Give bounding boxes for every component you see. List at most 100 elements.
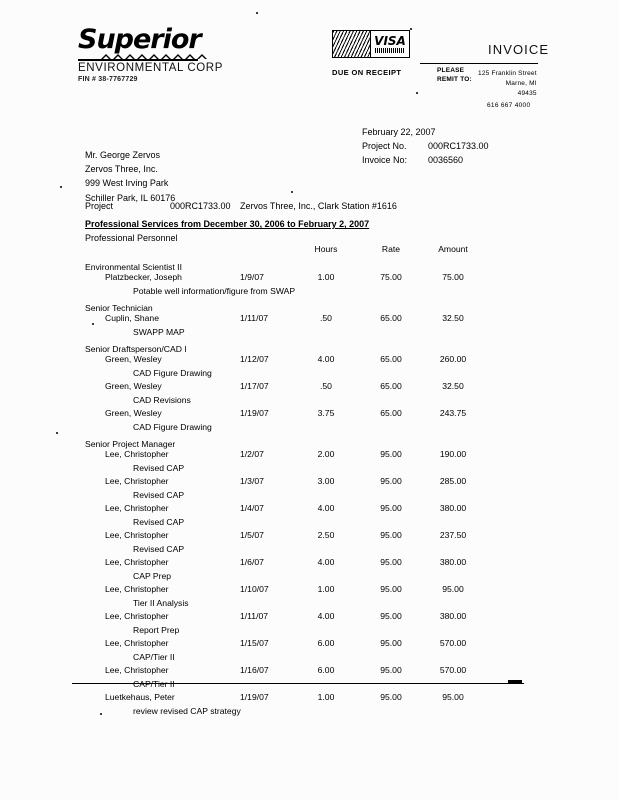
bill-to-city-state-zip: Schiller Park, IL 60176 [85,192,176,203]
scan-speckle [416,92,418,94]
line-item-date: 1/19/07 [240,408,269,418]
line-item-rate: 75.00 [380,272,402,282]
line-item-employee-name: Cuplin, Shane [105,313,159,323]
line-item-amount: 570.00 [439,665,467,675]
remit-address-zip: 49435 [517,90,537,98]
line-item-hours: 4.00 [317,611,335,621]
scan-speckle [60,186,62,188]
project-description: Zervos Three, Inc., Clark Station #1616 [240,201,397,211]
line-item-hours: 3.75 [317,408,335,418]
bill-to-street: 999 West Irving Park [85,178,169,189]
scan-speckle [100,713,102,715]
table-row: Green, Wesley 1/12/07 4.00 65.00 260.00 [85,354,530,368]
project-label: Project [85,201,114,211]
table-row: Lee, Christopher 1/6/07 4.00 95.00 380.00 [85,557,530,571]
accepted-cards: VISA [332,30,410,58]
table-row: Lee, Christopher 1/11/07 4.00 95.00 380.00 [85,611,530,625]
project-no-label: Project No. [362,140,407,151]
line-item-date: 1/4/07 [240,503,264,513]
table-row: Lee, Christopher 1/16/07 6.00 95.00 570.00 [85,665,530,679]
line-item-rate: 95.00 [380,611,402,621]
line-item-employee-name: Lee, Christopher [105,449,169,459]
column-header-rate: Rate [381,244,401,254]
remit-to-label: PLEASE REMIT TO: [437,66,472,85]
company-logo-wordmark: Superior [78,24,202,55]
line-item-rate: 65.00 [380,354,402,364]
line-item-employee-name: Lee, Christopher [105,476,169,486]
bill-to-address: Mr. George Zervos Zervos Three, Inc. 999… [85,148,175,205]
remit-address-city: Marne, MI [505,80,537,88]
line-item-amount: 190.00 [439,449,467,459]
line-item-description: CAP Prep [133,571,172,581]
logo-divider [78,59,198,61]
line-item-description: CAD Figure Drawing [133,368,212,378]
project-no-value: 000RC1733.00 [428,140,489,151]
line-item-group-title: Environmental Scientist II [85,262,182,272]
line-item-rate: 95.00 [380,557,402,567]
line-item-description: Report Prep [133,625,180,635]
line-item-amount: 243.75 [439,408,467,418]
line-item-date: 1/10/07 [240,584,269,594]
bill-to-company: Zervos Three, Inc. [85,164,158,175]
line-item-rate: 65.00 [380,408,402,418]
line-item-amount: 75.00 [442,272,464,282]
line-item-employee-name: Lee, Christopher [105,530,169,540]
line-item-employee-name: Platzbecker, Joseph [105,272,182,282]
line-item-rate: 65.00 [380,381,402,391]
line-item-amount: 95.00 [442,692,464,702]
remit-to-address: 125 Franklin Street Marne, MI 49435 [478,69,537,99]
line-item-description: Revised CAP [133,544,185,554]
line-item-date: 1/3/07 [240,476,264,486]
professional-personnel-heading: Professional Personnel [85,233,178,243]
remit-address-street: 125 Franklin Street [478,70,537,77]
line-item-rate: 95.00 [380,449,402,459]
invoice-no-label: Invoice No: [362,154,408,165]
table-row: Platzbecker, Joseph 1/9/07 1.00 75.00 75.00 [85,272,530,286]
line-item-hours: 6.00 [317,638,335,648]
line-item-amount: 260.00 [439,354,467,364]
line-item-hours: 2.50 [317,530,335,540]
line-item-description: Revised CAP [133,490,185,500]
company-logo-subtitle: ENVIRONMENTAL CORP [78,62,223,74]
line-item-date: 1/15/07 [240,638,269,648]
line-item-amount: 237.50 [439,530,467,540]
line-item-rate: 95.00 [380,530,402,540]
services-period: Professional Services from December 30, … [85,219,370,229]
table-header-row: Hours Rate Amount [85,244,530,258]
line-item-group-title: Senior Draftsperson/CAD I [85,344,187,354]
invoice-date-row: February 22, 2007 [362,126,489,140]
line-item-description: SWAPP MAP [133,327,185,337]
table-row: Lee, Christopher 1/4/07 4.00 95.00 380.00 [85,503,530,517]
table-body: Environmental Scientist II Platzbecker, J… [85,262,530,719]
line-item-date: 1/19/07 [240,692,269,702]
remit-label-line2: REMIT TO: [437,76,472,84]
invoice-no-row: Invoice No: 0036560 [362,154,489,168]
line-item-description: review revised CAP strategy [133,706,241,716]
line-item-hours: .50 [320,381,332,391]
invoice-no-value: 0036560 [428,154,464,165]
visa-logo-icon: VISA [370,31,409,57]
company-phone: 616 667 4000 [487,102,531,109]
line-item-hours: 4.00 [317,503,335,513]
line-item-date: 1/2/07 [240,449,264,459]
table-row: Luetkehaus, Peter 1/19/07 1.00 95.00 95.00 [85,692,530,706]
line-item-hours: 6.00 [317,665,335,675]
line-item-employee-name: Lee, Christopher [105,503,169,513]
line-item-date: 1/11/07 [240,611,269,621]
column-header-amount: Amount [438,244,468,254]
line-item-hours: 1.00 [317,584,335,594]
scan-speckle [410,28,412,30]
scan-speckle [256,12,258,14]
line-item-description: CAP/Tier II [133,679,175,689]
line-item-hours: .50 [320,313,332,323]
line-item-rate: 95.00 [380,692,402,702]
line-item-employee-name: Lee, Christopher [105,584,169,594]
table-row: Lee, Christopher 1/5/07 2.50 95.00 237.50 [85,530,530,544]
line-item-amount: 95.00 [442,584,464,594]
line-item-employee-name: Green, Wesley [105,381,162,391]
line-item-group-title: Senior Technician [85,303,153,313]
mastercard-logo-icon [333,31,370,57]
table-row: Lee, Christopher 1/10/07 1.00 95.00 95.00 [85,584,530,598]
line-item-employee-name: Lee, Christopher [105,611,169,621]
line-item-description: CAP/Tier II [133,652,175,662]
